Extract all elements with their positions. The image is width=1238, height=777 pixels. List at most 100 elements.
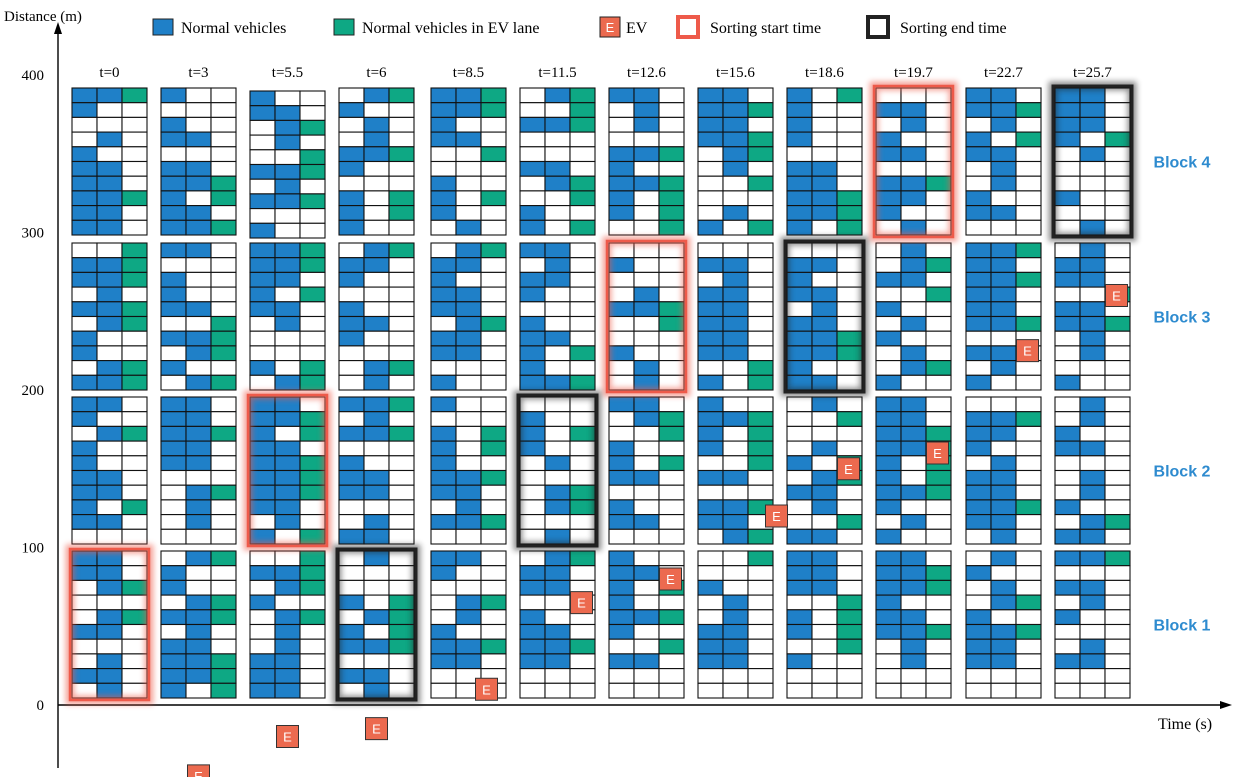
block-label: Block 2 bbox=[1154, 464, 1211, 481]
lane-cell bbox=[900, 440, 927, 457]
lane-cell bbox=[480, 116, 507, 133]
lane-cell bbox=[633, 190, 660, 207]
lane-cell bbox=[836, 499, 863, 516]
lane-cell bbox=[1054, 116, 1081, 133]
lane-cell bbox=[480, 219, 507, 236]
lane-grid bbox=[249, 242, 326, 391]
y-tick-label: 200 bbox=[22, 383, 45, 399]
lane-cell bbox=[519, 579, 546, 596]
lane-cell bbox=[455, 484, 482, 501]
lane-cell bbox=[121, 594, 148, 611]
lane-grid bbox=[1054, 550, 1131, 699]
lane-cell bbox=[1054, 315, 1081, 332]
lane-cell bbox=[160, 425, 187, 442]
lane-cell bbox=[569, 242, 596, 259]
lane-cell bbox=[249, 134, 276, 151]
ev-letter: E bbox=[772, 509, 781, 524]
ev-marker: E bbox=[1105, 284, 1128, 307]
ev-box bbox=[765, 504, 788, 528]
time-labels: t=0 t=3 t=5.5 t=6 t=8.5 t=11.5 t=12.6 t=15.6 t=1… bbox=[99, 65, 1112, 81]
lane-grid bbox=[430, 550, 507, 699]
lane-cell bbox=[811, 579, 838, 596]
lane-cell bbox=[925, 528, 952, 545]
lane-cell bbox=[1104, 205, 1131, 221]
lane-cell bbox=[633, 205, 660, 221]
lane-cell bbox=[697, 271, 724, 288]
lane-cell bbox=[430, 455, 457, 472]
lane-cell bbox=[121, 609, 148, 626]
lane-cell bbox=[430, 190, 457, 207]
lane-cell bbox=[121, 205, 148, 221]
lane-cell bbox=[811, 499, 838, 516]
ev-box bbox=[659, 567, 682, 591]
lane-cell bbox=[990, 205, 1017, 221]
lane-cell bbox=[210, 271, 237, 288]
lane-cell bbox=[363, 668, 390, 684]
lane-cell bbox=[965, 579, 992, 596]
y-axis-label: Distance (m) bbox=[4, 9, 82, 25]
lane-cell bbox=[1079, 175, 1106, 192]
y-tick-label: 0 bbox=[37, 698, 45, 714]
sorting-start-frame bbox=[246, 393, 329, 548]
lane-cell bbox=[836, 425, 863, 442]
lane-cell bbox=[160, 301, 187, 318]
lane-cell bbox=[633, 102, 660, 118]
lane-cell bbox=[160, 190, 187, 207]
lane-cell bbox=[747, 190, 774, 207]
lane-cell bbox=[121, 345, 148, 362]
lane-cell bbox=[836, 653, 863, 670]
lane-cell bbox=[1015, 396, 1042, 413]
lane-cell bbox=[299, 469, 326, 486]
lane-cell bbox=[480, 411, 507, 427]
lane-cell bbox=[786, 330, 813, 347]
lane-cell bbox=[925, 514, 952, 530]
lane-cell bbox=[990, 565, 1017, 581]
block-label: Block 1 bbox=[1154, 618, 1211, 635]
lane-cell bbox=[633, 219, 660, 236]
lane-cell bbox=[722, 668, 749, 684]
lane-cell bbox=[299, 499, 326, 516]
lane-cell bbox=[836, 205, 863, 221]
lane-cell bbox=[388, 455, 415, 472]
lane-cell bbox=[990, 242, 1017, 259]
lane-cell bbox=[1079, 146, 1106, 163]
lane-cell bbox=[990, 271, 1017, 288]
lane-cell bbox=[569, 565, 596, 581]
lane-cell bbox=[900, 469, 927, 486]
lane-cell bbox=[1015, 242, 1042, 259]
lane-cell bbox=[430, 609, 457, 626]
lane-cell bbox=[544, 682, 571, 699]
lane-cell bbox=[811, 175, 838, 192]
lane-cell bbox=[697, 374, 724, 391]
lane-cell bbox=[249, 623, 276, 640]
lane-cell bbox=[900, 374, 927, 391]
lane-cell bbox=[455, 411, 482, 427]
lane-cell bbox=[569, 411, 596, 427]
lane-cell bbox=[633, 360, 660, 376]
lane-cell bbox=[210, 219, 237, 236]
lane-cell bbox=[836, 131, 863, 148]
lane-grid bbox=[519, 242, 596, 391]
lane-cell bbox=[388, 653, 415, 670]
lane-cell bbox=[338, 528, 365, 545]
lane-cell bbox=[299, 565, 326, 581]
lane-cell bbox=[608, 455, 635, 472]
lane-cell bbox=[836, 160, 863, 177]
lane-cell bbox=[697, 131, 724, 148]
lane-cell bbox=[900, 257, 927, 273]
lane-cell bbox=[185, 315, 212, 332]
lane-cell bbox=[658, 425, 685, 442]
lane-grid bbox=[1054, 87, 1131, 236]
lane-cell bbox=[338, 653, 365, 670]
lane-cell bbox=[544, 623, 571, 640]
lane-cell bbox=[519, 425, 546, 442]
lane-cell bbox=[544, 360, 571, 376]
legend-ev-marker: E bbox=[606, 20, 615, 35]
lane-cell bbox=[249, 469, 276, 486]
lane-cell bbox=[71, 514, 98, 530]
lane-cell bbox=[875, 550, 902, 567]
lane-cell bbox=[1079, 455, 1106, 472]
lane-cell bbox=[965, 315, 992, 332]
lane-cell bbox=[925, 102, 952, 118]
lane-cell bbox=[965, 205, 992, 221]
